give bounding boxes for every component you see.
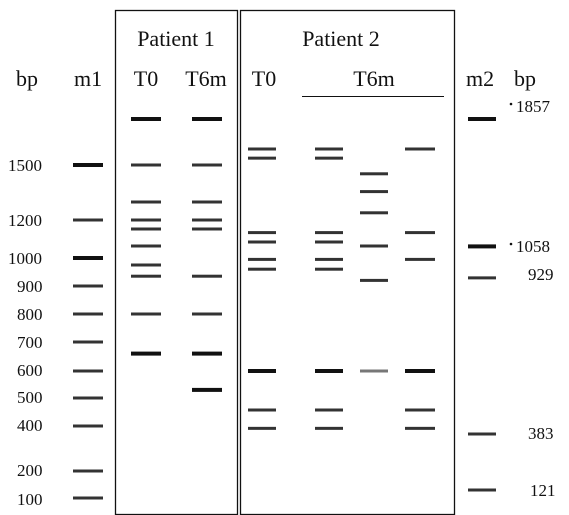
left-size-label: 600: [17, 361, 43, 380]
patient1-t6m-label: T6m: [185, 66, 227, 91]
band-m1-1500bp: [73, 163, 103, 167]
band-p2-t6m-1-1080bp: [315, 240, 343, 244]
left-size-label: 200: [17, 461, 43, 480]
band-m1-600bp: [73, 369, 103, 373]
band-m2-1058bp: [468, 244, 496, 249]
band-m1-1200bp: [73, 218, 103, 222]
band-p2-t0-395bp: [248, 426, 276, 430]
band-p1-t6m-1300bp: [192, 200, 222, 204]
band-p1-t0-800bp: [131, 312, 161, 316]
band-p2-t6m-1-1530bp: [315, 156, 343, 160]
patient2-t0-label: T0: [252, 66, 276, 91]
band-m1-700bp: [73, 340, 103, 344]
band-p2-t6m-2-1060bp: [360, 244, 388, 248]
band-p2-t6m-1-1130bp: [315, 231, 343, 235]
band-p2-t6m-3-1130bp: [405, 231, 435, 235]
band-p2-t6m-3-995bp: [405, 257, 435, 261]
band-p2-t6m-1-600bp: [315, 369, 343, 373]
band-p2-t6m-2-1340bp: [360, 190, 388, 194]
band-p1-t6m-935bp: [192, 274, 222, 278]
band-m1-200bp: [73, 469, 103, 473]
left-size-label: 1500: [8, 156, 42, 175]
band-p2-t6m-2-920bp: [360, 278, 388, 282]
band-p1-t6m-800bp: [192, 312, 222, 316]
band-p2-t6m-1-995bp: [315, 257, 343, 261]
band-p2-t0-600bp: [248, 369, 276, 373]
patient2-title: Patient 2: [302, 26, 380, 51]
band-m2-383bp: [468, 432, 496, 436]
band-p1-t0-1857bp: [131, 117, 161, 121]
m2-lane-label: m2: [466, 66, 494, 91]
band-p1-t0-1500bp: [131, 163, 161, 167]
band-m2-1857bp: [468, 117, 496, 121]
left-size-labels: 1500 1200 1000 900 800 700 600 500 400 2…: [8, 156, 43, 509]
left-size-label: 700: [17, 333, 43, 352]
band-m1-900bp: [73, 284, 103, 288]
band-p2-t6m-2-1420bp: [360, 172, 388, 176]
band-p2-t6m-3-1570bp: [405, 147, 435, 151]
m1-lane-label: m1: [74, 66, 102, 91]
left-size-label: 100: [17, 490, 43, 509]
band-p1-t6m-660bp: [192, 351, 222, 356]
band-p2-t0-960bp: [248, 267, 276, 271]
band-p2-t0-1080bp: [248, 240, 276, 244]
band-p2-t0-995bp: [248, 257, 276, 261]
band-m1-800bp: [73, 312, 103, 316]
band-p2-t6m-1-450bp: [315, 408, 343, 412]
right-size-label: 383: [528, 424, 554, 443]
band-p2-t6m-2-1240bp: [360, 211, 388, 215]
band-p1-t0-1300bp: [131, 200, 161, 204]
left-size-label: 800: [17, 305, 43, 324]
band-p2-t6m-3-395bp: [405, 426, 435, 430]
band-m2-121bp: [468, 488, 496, 492]
band-p2-t6m-2-600bp: [360, 369, 388, 373]
left-size-label: 400: [17, 416, 43, 435]
band-p2-t0-1570bp: [248, 147, 276, 151]
band-p1-t6m-1150bp: [192, 227, 222, 231]
band-p1-t0-660bp: [131, 351, 161, 356]
right-size-label: 929: [528, 265, 554, 284]
band-p2-t0-450bp: [248, 408, 276, 412]
band-p1-t0-1060bp: [131, 244, 161, 248]
band-p2-t0-1130bp: [248, 231, 276, 235]
left-size-label: 1000: [8, 249, 42, 268]
band-p1-t0-975bp: [131, 263, 161, 267]
band-p1-t0-1150bp: [131, 227, 161, 231]
bp-header-right: bp: [514, 66, 536, 91]
band-p1-t6m-1200bp: [192, 218, 222, 222]
band-p2-t6m-1-1570bp: [315, 147, 343, 151]
left-size-label: 1200: [8, 211, 42, 230]
band-p2-t6m-3-600bp: [405, 369, 435, 373]
band-p1-t0-1200bp: [131, 218, 161, 222]
band-m1-100bp: [73, 496, 103, 500]
band-p1-t6m-530bp: [192, 387, 222, 392]
left-size-label: 900: [17, 277, 43, 296]
band-m2-929bp: [468, 276, 496, 280]
band-m1-500bp: [73, 396, 103, 400]
marker-dot: [509, 102, 513, 106]
right-size-labels: 1857 1058 929 383 121: [516, 97, 556, 500]
band-p2-t6m-1-960bp: [315, 267, 343, 271]
band-p2-t0-1530bp: [248, 156, 276, 160]
right-size-label: 1857: [516, 97, 551, 116]
band-p1-t6m-1500bp: [192, 163, 222, 167]
band-p2-t6m-1-395bp: [315, 426, 343, 430]
marker-dot: [509, 242, 513, 246]
bp-header-left: bp: [16, 66, 38, 91]
patient1-t0-label: T0: [134, 66, 158, 91]
right-size-label: 1058: [516, 237, 550, 256]
bands-layer: [73, 117, 496, 500]
band-p1-t6m-1857bp: [192, 117, 222, 121]
band-m1-400bp: [73, 424, 103, 428]
left-size-label: 500: [17, 388, 43, 407]
band-p2-t6m-3-450bp: [405, 408, 435, 412]
band-m1-1000bp: [73, 256, 103, 260]
band-p1-t0-935bp: [131, 274, 161, 278]
patient1-title: Patient 1: [137, 26, 215, 51]
right-size-label: 121: [530, 481, 556, 500]
patient2-t6m-label: T6m: [353, 66, 395, 91]
